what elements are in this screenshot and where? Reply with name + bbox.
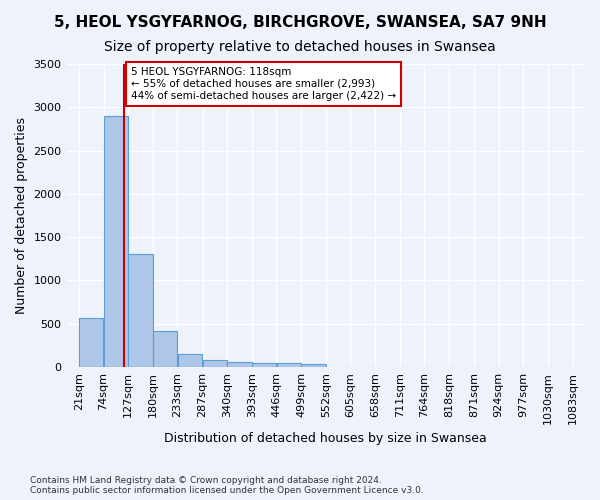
Text: 5, HEOL YSGYFARNOG, BIRCHGROVE, SWANSEA, SA7 9NH: 5, HEOL YSGYFARNOG, BIRCHGROVE, SWANSEA,… [53, 15, 547, 30]
Text: Size of property relative to detached houses in Swansea: Size of property relative to detached ho… [104, 40, 496, 54]
Bar [79, 318, 103, 367]
Bar [104, 116, 128, 367]
Bar [277, 364, 301, 367]
Bar [227, 362, 252, 367]
Bar [178, 354, 202, 367]
Y-axis label: Number of detached properties: Number of detached properties [15, 117, 28, 314]
Bar [203, 360, 227, 367]
Text: 5 HEOL YSGYFARNOG: 118sqm
← 55% of detached houses are smaller (2,993)
44% of se: 5 HEOL YSGYFARNOG: 118sqm ← 55% of detac… [131, 68, 396, 100]
Text: Contains HM Land Registry data © Crown copyright and database right 2024.
Contai: Contains HM Land Registry data © Crown c… [30, 476, 424, 495]
Bar [301, 364, 326, 367]
Bar [252, 362, 277, 367]
X-axis label: Distribution of detached houses by size in Swansea: Distribution of detached houses by size … [164, 432, 487, 445]
Bar [128, 254, 152, 367]
Bar [153, 332, 178, 367]
